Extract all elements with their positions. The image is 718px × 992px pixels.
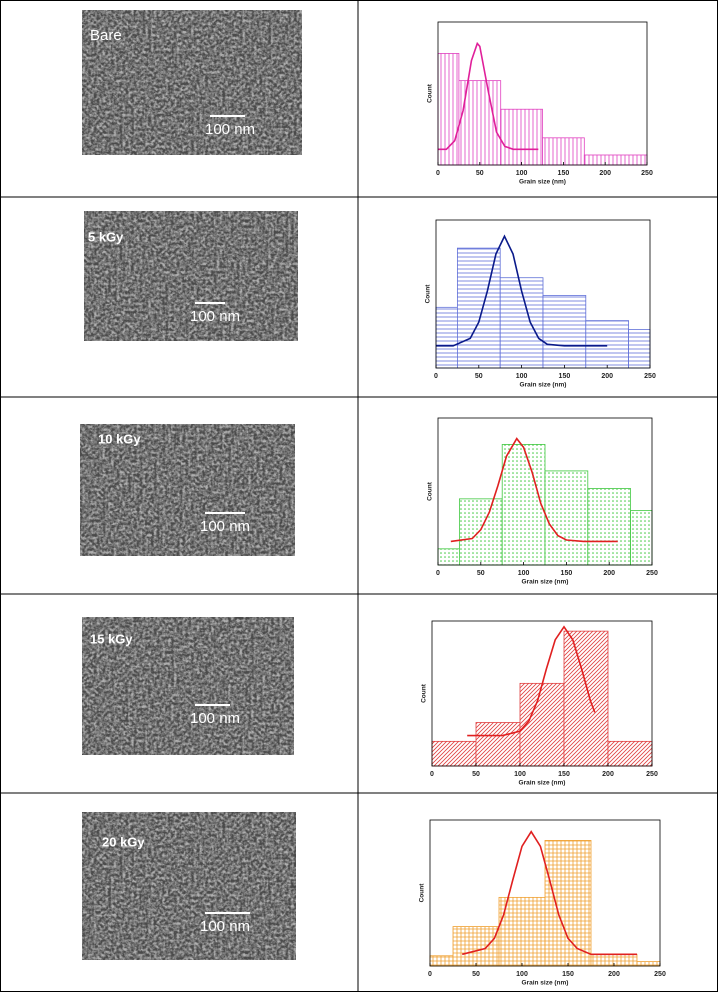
histogram-bar — [563, 630, 609, 767]
fit-curve — [450, 437, 618, 543]
histogram-bar — [607, 740, 653, 767]
x-axis-label: Grain size (nm) — [522, 980, 569, 987]
image-label: 20 kGy — [102, 834, 145, 849]
image-label: 5 kGy — [88, 229, 124, 244]
x-tick-label: 200 — [608, 971, 620, 978]
x-tick-label: 0 — [428, 971, 432, 978]
image-label: Bare — [90, 27, 122, 44]
x-tick-label: 200 — [603, 570, 615, 577]
x-tick-label: 0 — [430, 771, 434, 778]
plot-frame — [437, 417, 653, 566]
fit-curve — [438, 41, 539, 151]
histogram-bar — [587, 488, 631, 566]
histogram-bar — [636, 961, 661, 967]
x-tick-label: 0 — [436, 170, 440, 177]
x-tick-label: 100 — [518, 570, 530, 577]
image-label: 15 kGy — [90, 631, 133, 646]
histogram-bar — [519, 682, 565, 767]
x-tick-label: 50 — [477, 570, 485, 577]
scale-label: 100 nm — [200, 918, 250, 935]
fit-curve — [462, 830, 637, 956]
histogram-bar — [544, 470, 589, 566]
y-axis-label: Count — [427, 83, 434, 103]
plot-frame — [437, 21, 648, 166]
plot-frame — [431, 620, 653, 767]
y-axis-label: Count — [425, 284, 432, 304]
x-tick-label: 250 — [641, 170, 653, 177]
histogram-bar — [498, 896, 546, 967]
x-axis-label: Grain size (nm) — [520, 382, 567, 389]
histogram-bar — [437, 548, 460, 566]
plot-frame — [435, 219, 651, 369]
histogram-bar — [431, 740, 477, 767]
x-axis-label: Grain size (nm) — [522, 579, 569, 586]
x-tick-label: 250 — [654, 971, 666, 978]
sem-image-texture — [82, 10, 302, 155]
x-tick-label: 100 — [514, 771, 526, 778]
x-axis-label: Grain size (nm) — [519, 179, 566, 186]
x-tick-label: 250 — [644, 373, 656, 380]
x-tick-label: 100 — [516, 170, 528, 177]
x-tick-label: 150 — [559, 373, 571, 380]
histogram-bar — [452, 926, 500, 967]
histogram-bar — [542, 295, 587, 369]
x-tick-label: 250 — [646, 570, 658, 577]
histogram-bar — [544, 840, 592, 967]
histogram-bar — [458, 498, 503, 566]
x-tick-label: 200 — [599, 170, 611, 177]
histogram-bar — [583, 154, 648, 166]
histogram-bar — [475, 722, 521, 767]
x-tick-label: 50 — [472, 771, 480, 778]
x-tick-label: 100 — [516, 373, 528, 380]
histogram-bar — [501, 444, 546, 566]
y-axis-label: Count — [419, 883, 426, 903]
x-tick-label: 50 — [475, 373, 483, 380]
x-tick-label: 250 — [646, 771, 658, 778]
x-tick-label: 200 — [601, 373, 613, 380]
histogram-bar — [630, 510, 653, 566]
x-tick-label: 0 — [434, 373, 438, 380]
histogram-bar — [435, 306, 458, 369]
x-axis-label: Grain size (nm) — [519, 780, 566, 787]
x-tick-label: 100 — [516, 971, 528, 978]
histogram-bar — [542, 137, 585, 166]
sem-image-texture — [82, 812, 296, 960]
image-label: 10 kGy — [98, 431, 141, 446]
sem-image-texture — [82, 617, 294, 755]
x-tick-label: 50 — [476, 170, 484, 177]
histogram-bar — [500, 108, 543, 166]
x-tick-label: 0 — [436, 570, 440, 577]
fit-curve — [467, 625, 596, 737]
histogram-bar — [585, 320, 629, 369]
y-axis-label: Count — [427, 481, 434, 501]
histogram-bar — [429, 955, 454, 967]
scale-label: 100 nm — [200, 518, 250, 535]
x-tick-label: 200 — [602, 771, 614, 778]
x-tick-label: 150 — [558, 771, 570, 778]
scale-label: 100 nm — [190, 308, 240, 325]
x-tick-label: 50 — [472, 971, 480, 978]
scale-label: 100 nm — [205, 121, 255, 138]
sem-image-texture — [80, 424, 295, 556]
plot-frame — [429, 819, 661, 967]
histogram-bar — [628, 329, 651, 369]
y-axis-label: Count — [421, 683, 428, 703]
scale-label: 100 nm — [190, 710, 240, 727]
x-tick-label: 150 — [561, 570, 573, 577]
x-tick-label: 150 — [558, 170, 570, 177]
x-tick-label: 150 — [562, 971, 574, 978]
fit-curve — [436, 234, 608, 347]
sem-image-texture — [84, 211, 298, 341]
